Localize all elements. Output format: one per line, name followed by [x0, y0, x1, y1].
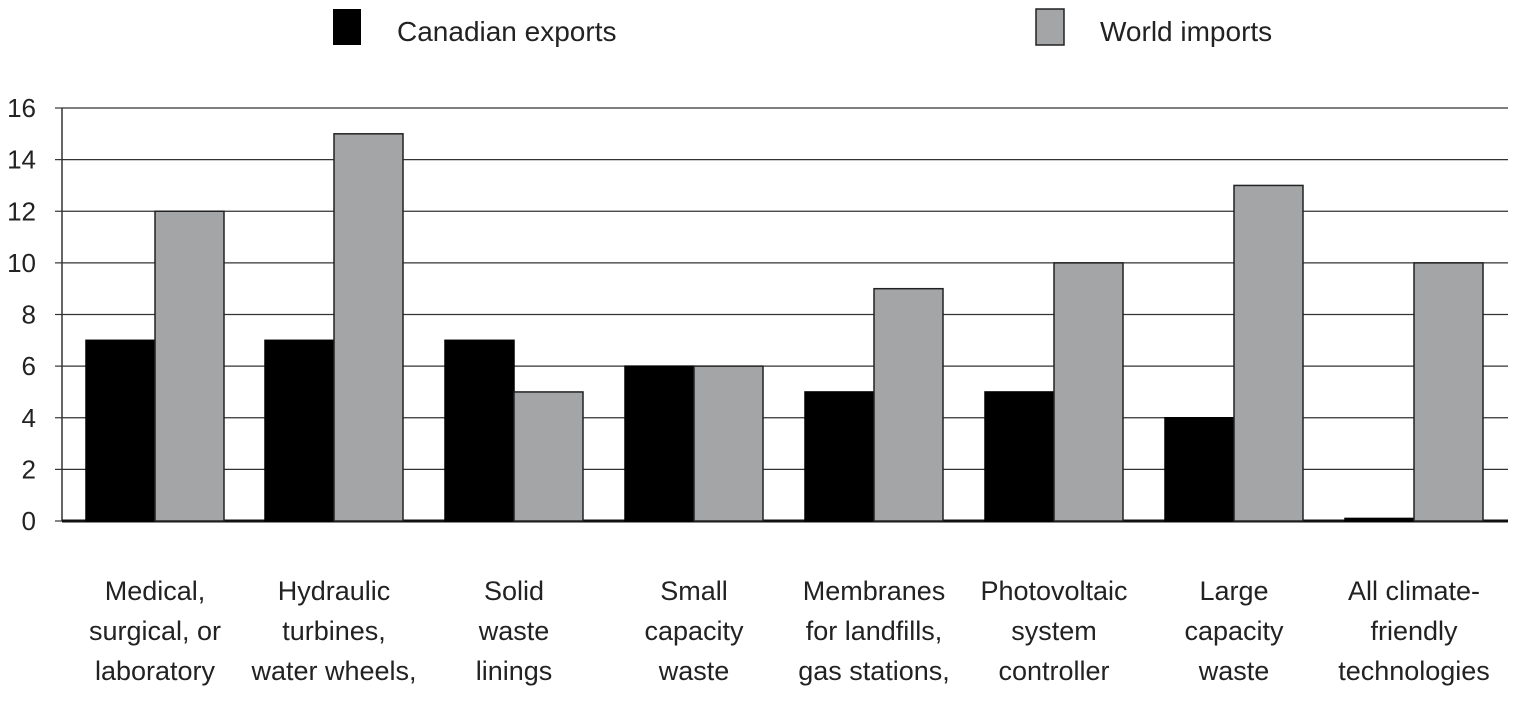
category-label-line: Membranes: [803, 576, 946, 606]
category-label-line: for landfills,: [806, 616, 943, 646]
category-label-line: Medical,: [105, 576, 206, 606]
bar-canadian-exports: [1344, 517, 1415, 522]
category-label-line: Solid: [484, 576, 544, 606]
legend-swatch-world-imports: [1035, 8, 1065, 46]
category-label-line: waste: [658, 656, 730, 686]
category-label-line: Hydraulic: [278, 576, 391, 606]
bar-canadian-exports: [1164, 417, 1235, 522]
category-label-line: linings: [476, 656, 553, 686]
bar-world-imports: [1053, 262, 1124, 522]
category-label-line: Small: [660, 576, 728, 606]
bar-canadian-exports: [804, 391, 875, 522]
bar-world-imports: [154, 210, 225, 522]
bar-world-imports: [333, 133, 404, 522]
category-label-line: Large: [1199, 576, 1268, 606]
category-label: Photovoltaic system controller: [980, 576, 1127, 686]
legend: Canadian exports World imports: [333, 8, 1272, 47]
y-tick-label: 6: [22, 351, 36, 381]
bar-canadian-exports: [624, 365, 695, 522]
y-tick-label: 8: [22, 300, 36, 330]
category-label-line: system: [1011, 616, 1097, 646]
category-label: Small capacity waste: [644, 576, 744, 686]
category-label: All climate-friendly technologies: [1338, 576, 1490, 686]
category-label: Membranes for landfills, gas stations,: [798, 576, 950, 686]
bar-world-imports: [513, 391, 584, 522]
category-label-line: friendly: [1370, 616, 1458, 646]
bar-world-imports: [693, 365, 764, 522]
y-tick-label: 14: [7, 145, 36, 175]
bar-canadian-exports: [984, 391, 1055, 522]
category-label-line: gas stations,: [798, 656, 950, 686]
legend-label-world-imports: World imports: [1100, 16, 1272, 47]
category-label-line: surgical, or: [89, 616, 221, 646]
category-label: Large capacity waste: [1184, 576, 1284, 686]
category-label: Medical, surgical, or laboratory: [89, 576, 221, 686]
y-tick-label: 4: [22, 403, 36, 433]
legend-swatch-canadian-exports: [333, 9, 361, 45]
y-tick-label: 0: [22, 506, 36, 536]
x-axis-labels: Medical, surgical, or laboratory Hydraulic t…: [89, 576, 1490, 686]
bar-canadian-exports: [444, 339, 515, 522]
y-tick-label: 10: [7, 248, 36, 278]
bar-canadian-exports: [264, 339, 335, 522]
category-label-line: laboratory: [95, 656, 216, 686]
category-label-line: capacity: [1184, 616, 1284, 646]
category-label-line: turbines,: [282, 616, 386, 646]
y-tick-label: 16: [7, 93, 36, 123]
category-label-line: waste: [478, 616, 550, 646]
category-label-line: waste: [1198, 656, 1270, 686]
bars: [85, 133, 1484, 522]
category-label-line: All climate-: [1348, 576, 1480, 606]
category-label-line: technologies: [1338, 656, 1490, 686]
bar-world-imports: [1233, 184, 1304, 522]
category-label: Solid waste linings: [476, 576, 553, 686]
category-label-line: water wheels,: [250, 656, 416, 686]
y-tick-label: 12: [7, 196, 36, 226]
bar-world-imports: [873, 287, 944, 522]
category-label-line: Photovoltaic: [980, 576, 1127, 606]
category-label-line: controller: [998, 656, 1109, 686]
category-label-line: capacity: [644, 616, 744, 646]
bar-world-imports: [1413, 262, 1484, 522]
legend-label-canadian-exports: Canadian exports: [397, 16, 616, 47]
y-tick-label: 2: [22, 454, 36, 484]
bar-canadian-exports: [85, 339, 156, 522]
category-label: Hydraulic turbines, water wheels,: [250, 576, 416, 686]
